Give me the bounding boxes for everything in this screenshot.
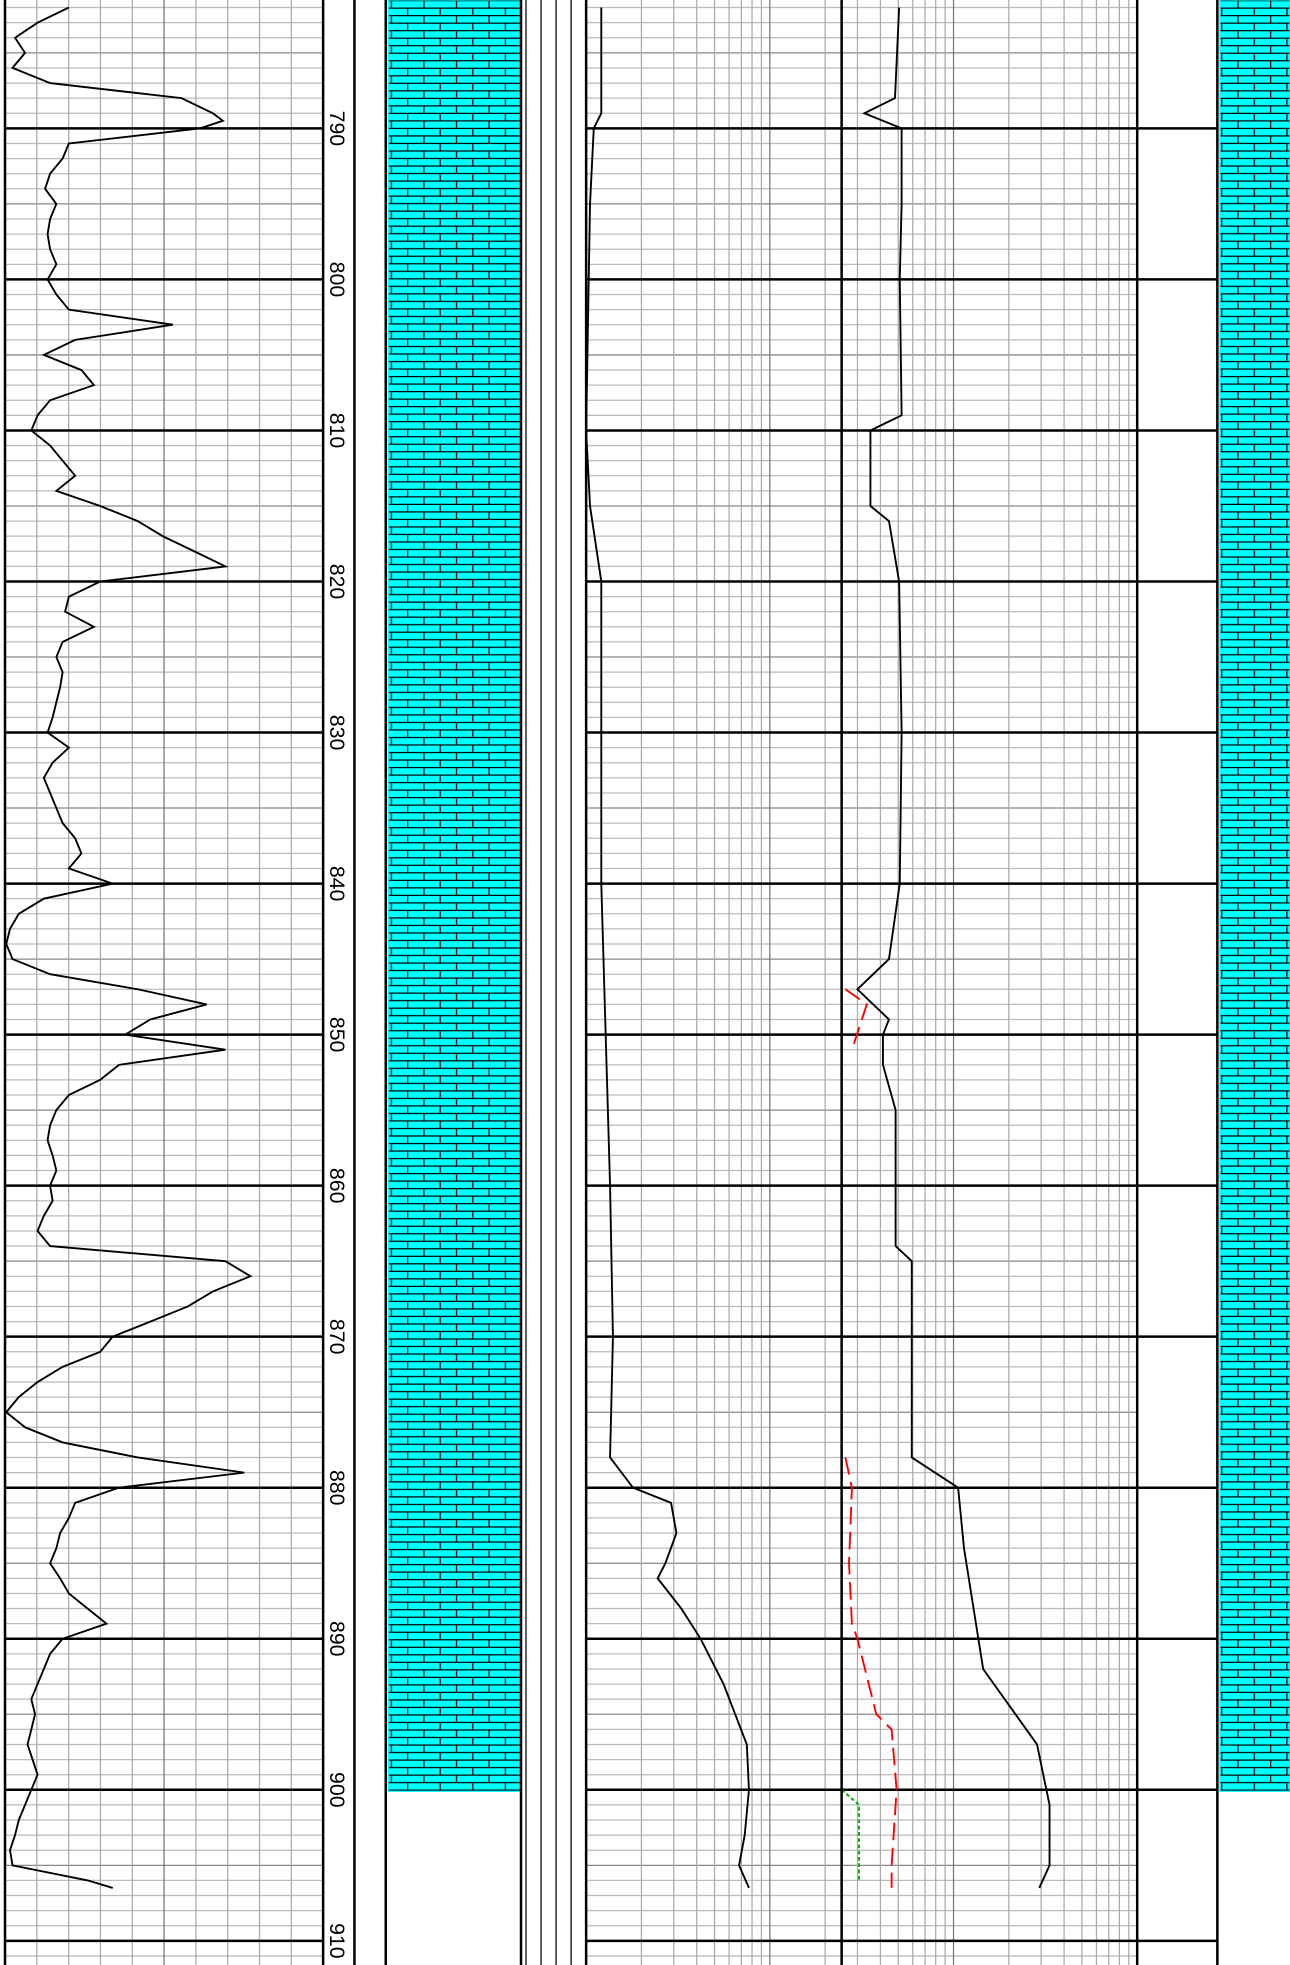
depth-label: 900 (325, 1772, 349, 1808)
log-curve (585, 7, 750, 1889)
log-curve (4, 6, 253, 1889)
lithology (1219, 0, 1290, 1792)
depth-label: 820 (325, 564, 349, 600)
depth-label: 840 (325, 866, 349, 902)
track-borders (3, 0, 1219, 1965)
depth-label: 910 (325, 1923, 349, 1959)
depth-label: 790 (325, 111, 349, 147)
depth-label: 870 (325, 1319, 349, 1355)
depth-label: 830 (325, 715, 349, 751)
marks: 790 800 810 820 830 840 850 860 870 880 890 900 910 (4, 0, 1290, 1959)
depth-label: 850 (325, 1017, 349, 1053)
depth-label: 880 (325, 1470, 349, 1506)
depth-label: 860 (325, 1168, 349, 1204)
grid (5, 0, 1218, 1965)
log-curve (841, 1789, 860, 1881)
depth-label: 890 (325, 1621, 349, 1657)
depth-label: 810 (325, 413, 349, 449)
log-curve (844, 988, 898, 1888)
lithology (387, 0, 522, 1792)
log-curve (856, 7, 1051, 1889)
depth-label: 800 (325, 262, 349, 298)
